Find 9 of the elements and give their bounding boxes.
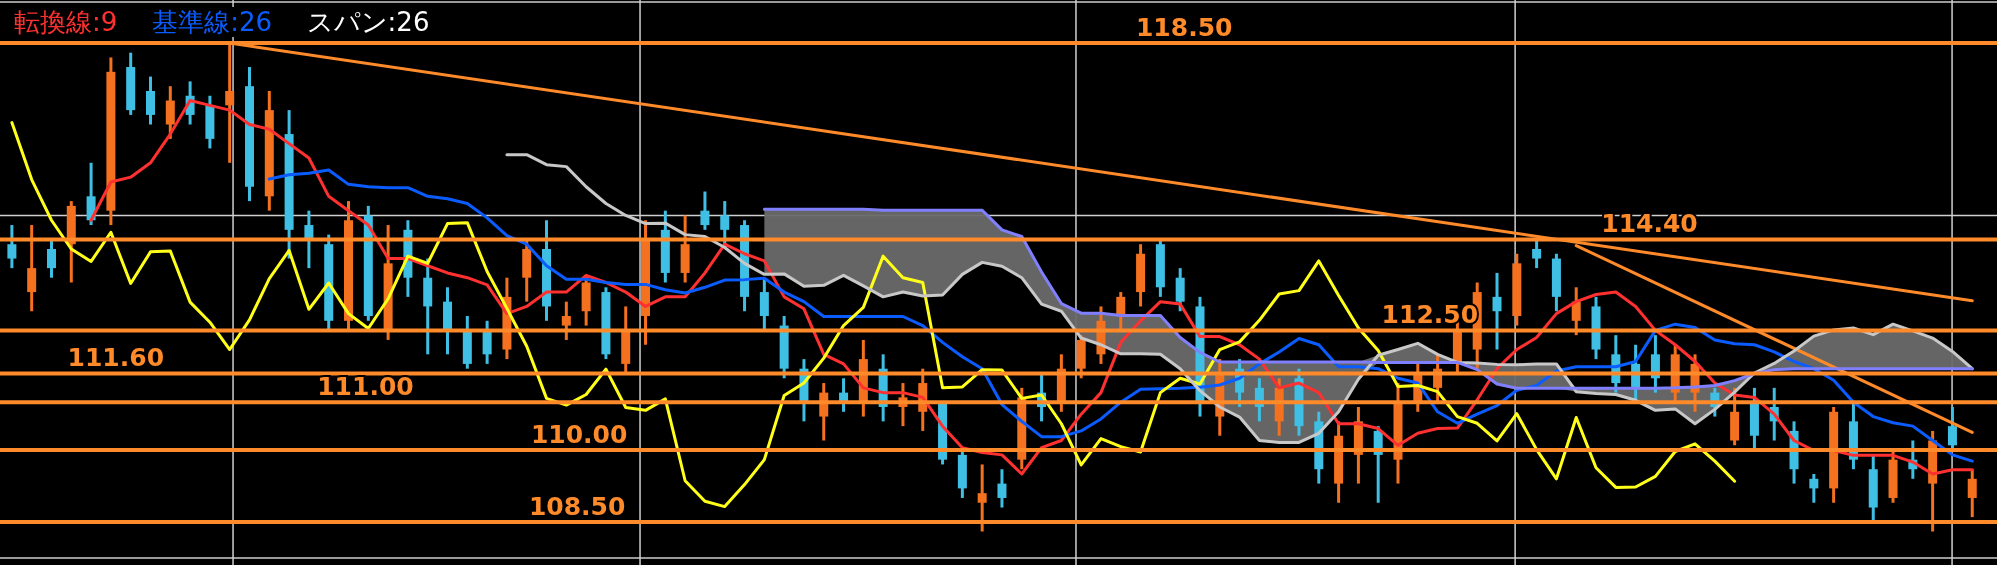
text: 基準線:26 (152, 7, 273, 37)
ref-line-label: 108.50 (528, 491, 626, 521)
ref-line-label: 114.40 (1601, 209, 1698, 239)
annotation: スパン:26 (306, 7, 430, 37)
ref-line-label: 111.60 (67, 343, 165, 373)
ref-line-label: 118.50 (1135, 13, 1233, 43)
ref-line-label: 110.00 (530, 420, 628, 450)
ref-line-label: 111.00 (317, 372, 414, 402)
text: 転換線:9 (14, 7, 118, 37)
